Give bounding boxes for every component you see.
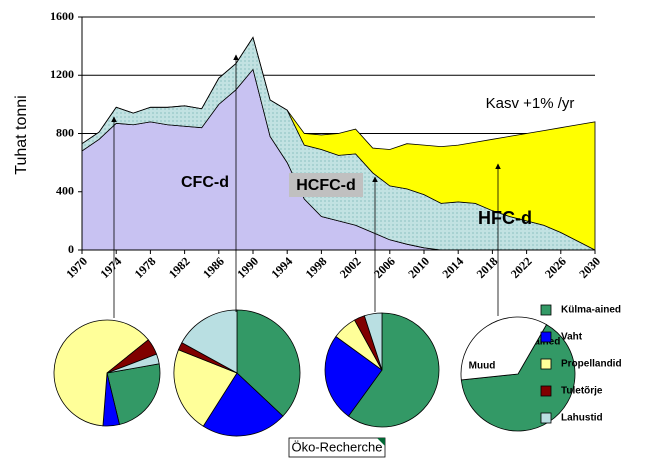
pie-slice: [363, 312, 383, 371]
pie-slice: [106, 353, 160, 374]
pie-slice: [181, 309, 238, 374]
series-label: HFC-d: [478, 208, 532, 228]
x-tick-label: 2014: [439, 254, 466, 281]
legend-swatch: [540, 331, 552, 343]
footer-mark: [377, 438, 385, 446]
arrows: [111, 54, 501, 318]
series-label: CFC-d: [181, 174, 229, 191]
footer: Öko-Recherche: [291, 439, 382, 454]
legend-label: Tuletõrje: [561, 386, 603, 397]
pie-slice: [236, 309, 301, 417]
legend-label: Lahustid: [561, 413, 603, 424]
y-tick-label: 1600: [50, 9, 74, 23]
pie-slice: [347, 312, 440, 428]
x-tick-label: 1978: [132, 254, 159, 281]
x-tick-label: 1994: [268, 254, 295, 281]
pie-label: Muud: [469, 361, 496, 372]
x-tick-label: 2002: [337, 254, 364, 281]
x-tick-label: 2010: [405, 254, 432, 281]
y-tick-label: 400: [56, 184, 74, 198]
pie-slice: [106, 363, 161, 425]
label-box: [289, 173, 363, 197]
pie-slice: [460, 316, 548, 381]
legend-label: Vaht: [561, 332, 583, 343]
y-tick-label: 1200: [50, 67, 74, 81]
area: [81, 36, 596, 251]
x-tick-label: 1990: [234, 254, 261, 281]
x-tick-label: 1974: [97, 254, 124, 281]
x-tick-label: 1998: [303, 254, 330, 281]
y-tick-label: 800: [56, 125, 74, 139]
x-tick-label: 2030: [576, 254, 603, 281]
pie-slice: [324, 335, 383, 417]
pie-slice: [53, 319, 149, 427]
x-tick-label: 2026: [542, 254, 569, 281]
x-tick-label: 2018: [474, 254, 501, 281]
legend-swatch: [540, 304, 552, 316]
footer-box: [288, 437, 386, 458]
x-tick-label: 1986: [200, 254, 227, 281]
x-tick-label: 1982: [166, 254, 193, 281]
legend-label: Propellandid: [561, 359, 622, 370]
annotation: Kasv +1% /yr: [486, 95, 575, 112]
legend-swatch: [540, 385, 552, 397]
legend-swatch: [540, 412, 552, 424]
x-tick-label: 1970: [63, 254, 90, 281]
legend-label: Külma-ained: [561, 305, 621, 316]
x-tick-label: 2022: [508, 254, 535, 281]
pie-slice: [202, 372, 284, 437]
y-axis-label: Tuhat tonni: [13, 95, 30, 174]
pie-slice: [173, 349, 238, 427]
legend-swatch: [540, 358, 552, 370]
series-label: HCFC-d: [296, 177, 356, 194]
y-tick-label: 0: [68, 242, 74, 256]
